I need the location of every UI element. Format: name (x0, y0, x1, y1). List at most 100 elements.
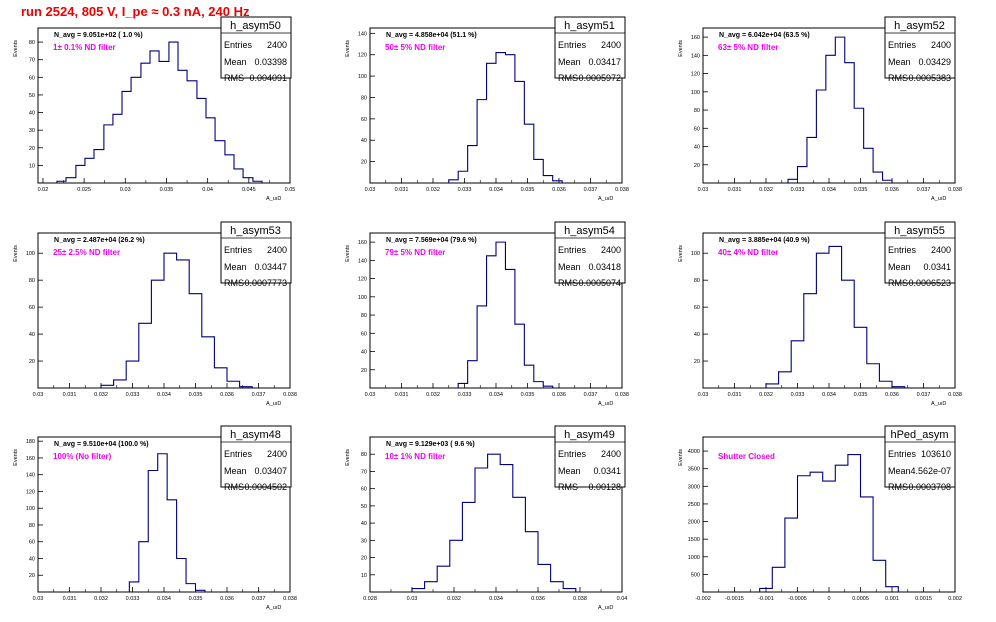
x-tick-label: 0.034 (157, 392, 171, 398)
stats-box: h_asym48 Entries 2400 Mean 0.03407 RMS 0.00045… (220, 425, 292, 492)
y-tick-label: 80 (29, 40, 35, 46)
x-tick-label: 0.03 (407, 596, 418, 602)
stats-mean-label: Mean (888, 262, 911, 272)
stats-box: h_asym49 Entries 2400 Mean 0.0341 RMS 0.00128 (554, 425, 626, 492)
stats-title: h_asym51 (564, 20, 615, 32)
histogram-line (56, 41, 263, 183)
y-axis-label: Events (345, 449, 351, 466)
stats-box: h_asym53 Entries 2400 Mean 0.03447 RMS 0.00077… (220, 221, 292, 288)
y-tick-label: 40 (29, 111, 35, 117)
y-tick-label: 70 (29, 58, 35, 64)
stats-mean-value: 0.03417 (588, 57, 621, 67)
y-tick-label: 100 (691, 90, 700, 96)
stats-mean-value: 0.0341 (593, 466, 621, 476)
x-tick-label: 0.038 (615, 187, 629, 193)
navg-header: N_avg = 2.487e+04 (26.2 %) (54, 237, 145, 244)
y-tick-label: 60 (694, 126, 700, 132)
x-tick-label: 0.033 (458, 187, 472, 193)
x-tick-label: 0.03 (365, 392, 376, 398)
y-tick-label: 100 (26, 506, 35, 512)
y-tick-label: 60 (361, 331, 367, 337)
x-tick-label: 0.036 (885, 187, 899, 193)
stats-frame (220, 16, 292, 79)
x-tick-label: 0.036 (552, 392, 566, 398)
stats-mean-value: 0.03418 (588, 262, 621, 272)
x-tick-label: 0.032 (759, 187, 773, 193)
x-tick-label: 0.03 (33, 596, 44, 602)
y-tick-label: 160 (26, 456, 35, 462)
panel-h_asym49: 0.028 0.03 0.032 0.034 0.036 0.038 0.04 10 20 30 4… (345, 425, 627, 611)
x-tick-label: 0.037 (917, 392, 931, 398)
y-tick-label: 120 (358, 277, 367, 283)
x-tick-label: 0.033 (126, 596, 140, 602)
y-tick-label: 100 (358, 74, 367, 80)
y-tick-label: 40 (29, 332, 35, 338)
stats-rms-value: 0.0007773 (244, 278, 287, 288)
stats-entries-label: Entries (224, 40, 253, 50)
stats-rms-label: RMS (224, 73, 244, 83)
stats-mean-label: Mean (888, 466, 911, 476)
panel-h_asym55: 0.03 0.031 0.032 0.033 0.034 0.035 0.036 0.037 0… (678, 221, 962, 407)
y-axis-label: Events (678, 245, 684, 262)
y-tick-label: 180 (26, 439, 35, 445)
stats-entries-label: Entries (888, 40, 917, 50)
stats-entries-label: Entries (224, 449, 253, 459)
x-tick-label: 0.036 (531, 596, 545, 602)
y-tick-label: 2000 (688, 520, 700, 526)
x-tick-label: 0.002 (948, 596, 962, 602)
x-tick-label: 0.036 (552, 187, 566, 193)
x-tick-label: 0.03 (365, 187, 376, 193)
panel-h_asym50: 0.02 0.025 0.03 0.035 0.04 0.045 0.05 10 20 30 40 5… (13, 16, 296, 202)
x-tick-label: 0.032 (94, 596, 108, 602)
x-tick-label: 0.035 (521, 392, 535, 398)
stats-mean-value: 0.0341 (923, 262, 951, 272)
y-tick-label: 20 (361, 368, 367, 374)
stats-box: h_asym51 Entries 2400 Mean 0.03417 RMS 0.00059… (554, 16, 626, 83)
x-tick-label: 0.035 (160, 187, 174, 193)
stats-entries-label: Entries (888, 449, 917, 459)
histogram-line (787, 36, 893, 183)
stats-rms-label: RMS (558, 278, 578, 288)
histogram-line (100, 252, 253, 388)
stats-entries-label: Entries (558, 40, 587, 50)
y-tick-label: 10 (361, 573, 367, 579)
panel-h_asym51: 0.03 0.031 0.032 0.033 0.034 0.035 0.036 0.037 0… (345, 16, 629, 202)
x-tick-label: 0.032 (447, 596, 461, 602)
stats-rms-value: 0.00128 (588, 482, 621, 492)
stats-frame (884, 425, 956, 488)
y-tick-label: 60 (29, 305, 35, 311)
y-tick-label: 20 (29, 359, 35, 365)
stats-entries-value: 2400 (931, 245, 951, 255)
y-tick-label: 140 (358, 258, 367, 264)
x-tick-label: 0.037 (252, 392, 266, 398)
x-tick-label: 0.031 (63, 596, 77, 602)
y-tick-label: 140 (358, 31, 367, 37)
y-tick-label: 80 (29, 278, 35, 284)
stats-entries-label: Entries (558, 449, 587, 459)
y-tick-label: 60 (29, 75, 35, 81)
x-tick-label: 0.032 (426, 187, 440, 193)
navg-header: N_avg = 9.129e+03 ( 9.6 %) (386, 441, 475, 448)
x-tick-label: -0.002 (695, 596, 711, 602)
x-axis-label: A_uıD (598, 196, 613, 202)
y-tick-label: 100 (691, 251, 700, 257)
x-axis-label: A_uıD (598, 605, 613, 611)
stats-entries-label: Entries (888, 245, 917, 255)
stats-entries-value: 2400 (267, 40, 287, 50)
stats-title: h_asym54 (564, 225, 615, 237)
panel-h_asym54: 0.03 0.031 0.032 0.033 0.034 0.035 0.036 0.037 0… (345, 221, 629, 407)
y-tick-label: 20 (361, 556, 367, 562)
x-axis-label: A_uıD (931, 401, 946, 407)
y-tick-label: 30 (29, 128, 35, 134)
y-tick-label: 2500 (688, 502, 700, 508)
x-tick-label: 0.035 (189, 596, 203, 602)
x-tick-label: 0.05 (285, 187, 296, 193)
y-tick-label: 60 (29, 540, 35, 546)
x-tick-label: 0.034 (489, 187, 503, 193)
y-tick-label: 140 (691, 53, 700, 59)
panel-h_asym53: 0.03 0.031 0.032 0.033 0.034 0.035 0.036 0.037 0… (13, 221, 297, 407)
x-tick-label: 0.037 (252, 596, 266, 602)
navg-header: N_avg = 7.569e+04 (79.6 %) (386, 237, 477, 244)
navg-header: N_avg = 9.510e+04 (100.0 %) (54, 441, 149, 448)
stats-entries-value: 2400 (267, 449, 287, 459)
